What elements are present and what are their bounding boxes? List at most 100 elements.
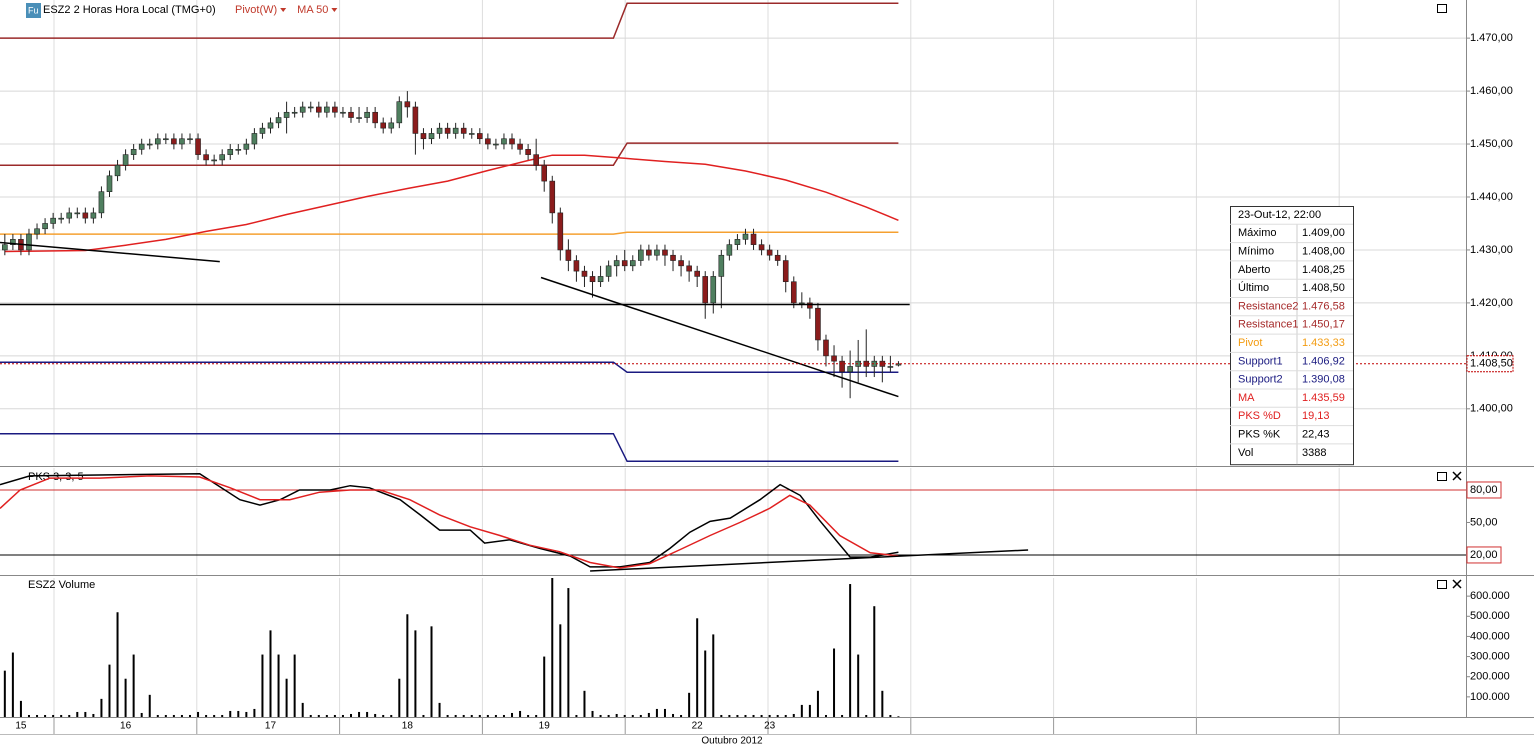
candle-body — [895, 363, 902, 366]
volume-bar — [350, 713, 353, 717]
candle-body — [436, 127, 443, 134]
volume-bar — [390, 714, 393, 717]
candle-body — [179, 138, 185, 145]
candle-body — [646, 249, 652, 256]
volume-bar — [527, 714, 530, 717]
candle-body — [694, 270, 700, 277]
last-price-box — [1466, 355, 1514, 373]
candle-body — [259, 127, 266, 134]
volume-bar — [237, 710, 240, 717]
volume-bar — [583, 690, 586, 717]
candle-body — [549, 180, 556, 214]
candle-body — [887, 366, 894, 368]
volume-bar — [358, 711, 361, 717]
volume-bar — [285, 678, 288, 717]
candle-body — [460, 127, 467, 134]
indicator-menu[interactable]: Pivot(W) — [235, 4, 277, 16]
volume-bar — [889, 714, 892, 717]
volume-bar — [712, 634, 715, 717]
candle-body — [420, 133, 427, 140]
candle-body — [629, 260, 636, 267]
volume-bar — [841, 714, 844, 717]
volume-bar — [833, 648, 836, 717]
candle-body — [710, 276, 717, 304]
close-button[interactable] — [1452, 471, 1462, 481]
volume-bar — [623, 714, 626, 717]
candle-body — [291, 111, 298, 114]
volume-bar — [52, 714, 55, 717]
volume-bar — [599, 714, 602, 717]
volume-bar — [68, 714, 71, 717]
candle-body — [340, 111, 346, 114]
candle-body — [58, 217, 64, 220]
volume-bar — [607, 714, 610, 717]
candle-body — [823, 339, 829, 357]
candle-body — [275, 117, 282, 124]
pane-title: PKS 3, 3, 5 — [28, 471, 84, 483]
volume-bar — [478, 714, 481, 717]
candle-body — [477, 133, 483, 140]
info-title: 23-Out-12, 22:00 — [1238, 209, 1321, 221]
volume-bar — [374, 713, 377, 717]
candle-body — [203, 154, 209, 161]
volume-bar — [301, 702, 304, 717]
candle-body — [146, 143, 153, 146]
info-label: Último — [1238, 281, 1269, 294]
volume-bar — [84, 711, 87, 717]
candle-body — [750, 233, 757, 245]
y-tick-label: 1.430,00 — [1470, 244, 1513, 256]
candle-body — [90, 212, 97, 219]
volume-bar — [11, 652, 14, 717]
candle-body — [485, 138, 491, 145]
candle-body — [50, 217, 56, 224]
candle-body — [541, 164, 548, 182]
close-button[interactable] — [1452, 579, 1462, 589]
volume-bar — [744, 714, 747, 717]
info-value: 1.408,25 — [1302, 264, 1345, 276]
y-tick-label: 50,00 — [1470, 516, 1498, 528]
y-tick-label: 1.470,00 — [1470, 32, 1513, 44]
volume-bar — [776, 714, 779, 717]
volume-bar — [551, 578, 554, 717]
info-value: 1.450,17 — [1302, 319, 1345, 331]
volume-bar — [100, 698, 103, 717]
candle-body — [251, 133, 258, 145]
info-value: 1.435,59 — [1302, 392, 1345, 404]
info-value: 3388 — [1302, 447, 1326, 459]
candle-body — [380, 122, 387, 129]
maximize-button[interactable] — [1437, 472, 1447, 481]
candle-body — [412, 106, 419, 134]
candle-body — [533, 154, 539, 166]
volume-bar — [197, 711, 200, 717]
maximize-button[interactable] — [1437, 4, 1447, 13]
candle-body — [444, 127, 451, 134]
candle-body — [372, 111, 378, 124]
indicator-menu[interactable]: MA 50 — [297, 4, 328, 16]
info-label: Mínimo — [1238, 246, 1274, 258]
volume-bar — [245, 711, 248, 717]
pivot-line — [0, 432, 899, 463]
volume-bar — [382, 714, 385, 717]
pivot-line — [0, 231, 899, 235]
x-tick-label: 23 — [764, 721, 776, 732]
candle-body — [686, 265, 692, 272]
volume-bar — [704, 650, 707, 717]
candle-body — [638, 249, 644, 261]
maximize-button[interactable] — [1437, 580, 1447, 589]
candle-body — [517, 143, 523, 150]
candle-body — [283, 111, 290, 118]
candle-body — [388, 122, 395, 129]
pivot-line — [0, 2, 899, 39]
volume-bar — [293, 654, 296, 717]
y-tick-label: 200.000 — [1470, 671, 1510, 683]
volume-bar — [180, 714, 183, 717]
candle-body — [34, 228, 40, 235]
info-label: MA — [1238, 392, 1255, 404]
candle-body — [565, 249, 572, 261]
candle-body — [114, 164, 121, 177]
candle-body — [589, 276, 596, 283]
candle-body — [163, 138, 169, 141]
volume-bar — [519, 710, 522, 717]
volume-bar — [784, 714, 787, 717]
volume-bar — [865, 714, 868, 717]
